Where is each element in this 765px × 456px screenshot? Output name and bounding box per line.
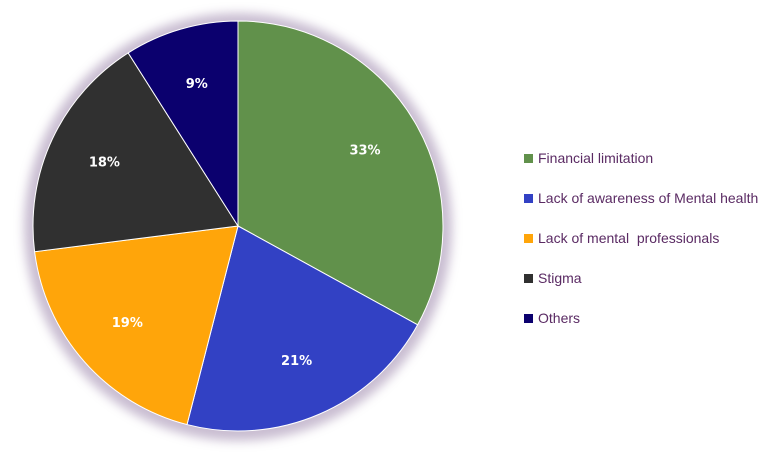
pie-value-labels: 33% 21% 19% 18% 9% <box>89 77 381 369</box>
legend-item-stigma: Stigma <box>524 268 758 288</box>
legend-label: Financial limitation <box>538 150 654 166</box>
legend-swatch <box>524 273 533 283</box>
pie-value-label: 19% <box>112 316 143 331</box>
legend-swatch <box>524 313 533 323</box>
pie-slice-stigma <box>32 52 239 253</box>
legend-item-others: Others <box>524 308 758 328</box>
pie-value-label: 18% <box>89 156 120 171</box>
legend-item-lack-of-awareness: Lack of awareness of Mental health <box>524 188 758 208</box>
pie-slice-lack-of-awareness-of-mental-health <box>186 225 419 432</box>
pie-slices <box>32 20 444 432</box>
legend-label: Lack of awareness of Mental health <box>538 190 759 206</box>
pie-value-label: 21% <box>281 354 312 369</box>
legend-label: Others <box>538 310 581 326</box>
legend-swatch <box>524 153 533 163</box>
pie-slice-lack-of-mental-professionals <box>34 225 239 426</box>
legend-label: Lack of mental professionals <box>538 230 720 246</box>
pie-value-label: 33% <box>349 143 380 158</box>
legend: Financial limitation Lack of awareness o… <box>524 148 758 348</box>
pie-slice-others <box>127 20 239 228</box>
pie-slice-financial-limitation <box>237 20 444 326</box>
legend-swatch <box>524 233 533 243</box>
legend-item-lack-of-professionals: Lack of mental professionals <box>524 228 758 248</box>
legend-swatch <box>524 193 533 203</box>
pie-value-label: 9% <box>186 77 208 92</box>
legend-item-financial-limitation: Financial limitation <box>524 148 758 168</box>
legend-label: Stigma <box>538 270 582 286</box>
